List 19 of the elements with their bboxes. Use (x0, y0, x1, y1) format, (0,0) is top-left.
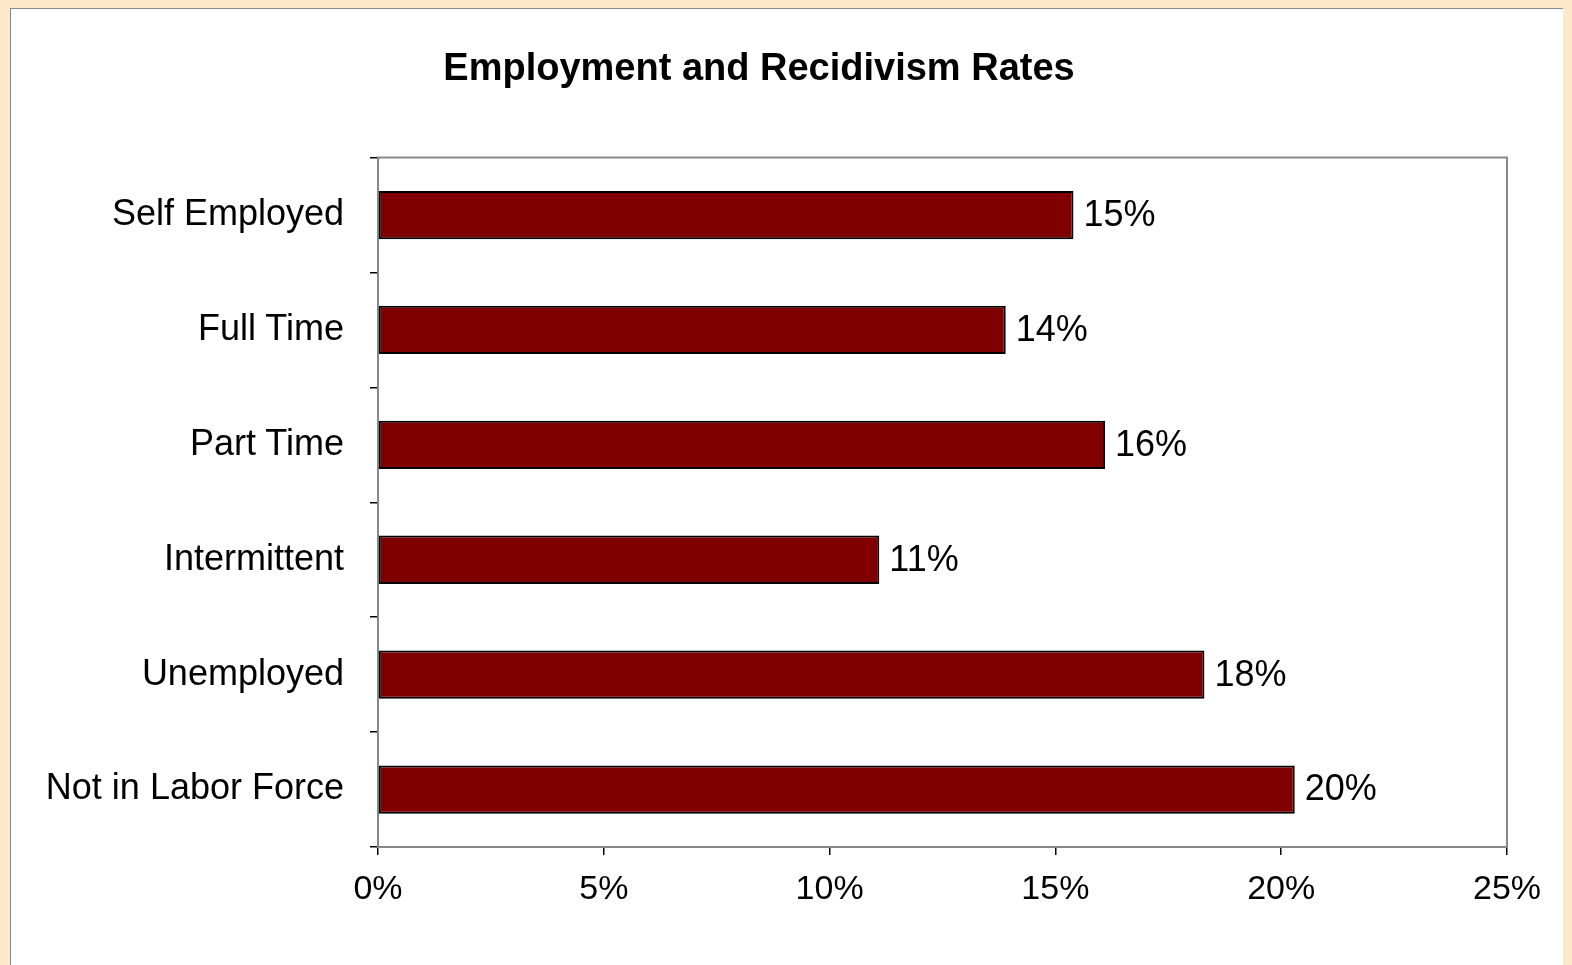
x-tick-label: 10% (795, 867, 864, 906)
chart-title: Employment and Recidivism Rates (443, 46, 1075, 89)
y-tick-label: Part Time (189, 421, 344, 463)
data-label: 20% (1304, 767, 1377, 809)
data-label: 18% (1214, 652, 1287, 694)
x-tick-label: 20% (1247, 867, 1316, 906)
y-tick-label: Full Time (197, 306, 344, 348)
data-label: 11% (889, 537, 959, 579)
x-tick-label: 15% (1021, 867, 1090, 906)
data-label: 14% (1015, 307, 1088, 349)
x-tick-label: 25% (1472, 867, 1542, 906)
x-tick-label: 5% (579, 867, 629, 906)
y-tick-label: Intermittent (163, 536, 344, 578)
y-tick-label: Not in Labor Force (45, 766, 344, 808)
x-tick-label: 0% (353, 867, 403, 906)
data-label: 16% (1115, 422, 1188, 464)
y-tick-label: Self Employed (111, 191, 344, 233)
data-label: 15% (1083, 192, 1156, 234)
y-tick-label: Unemployed (141, 651, 344, 693)
